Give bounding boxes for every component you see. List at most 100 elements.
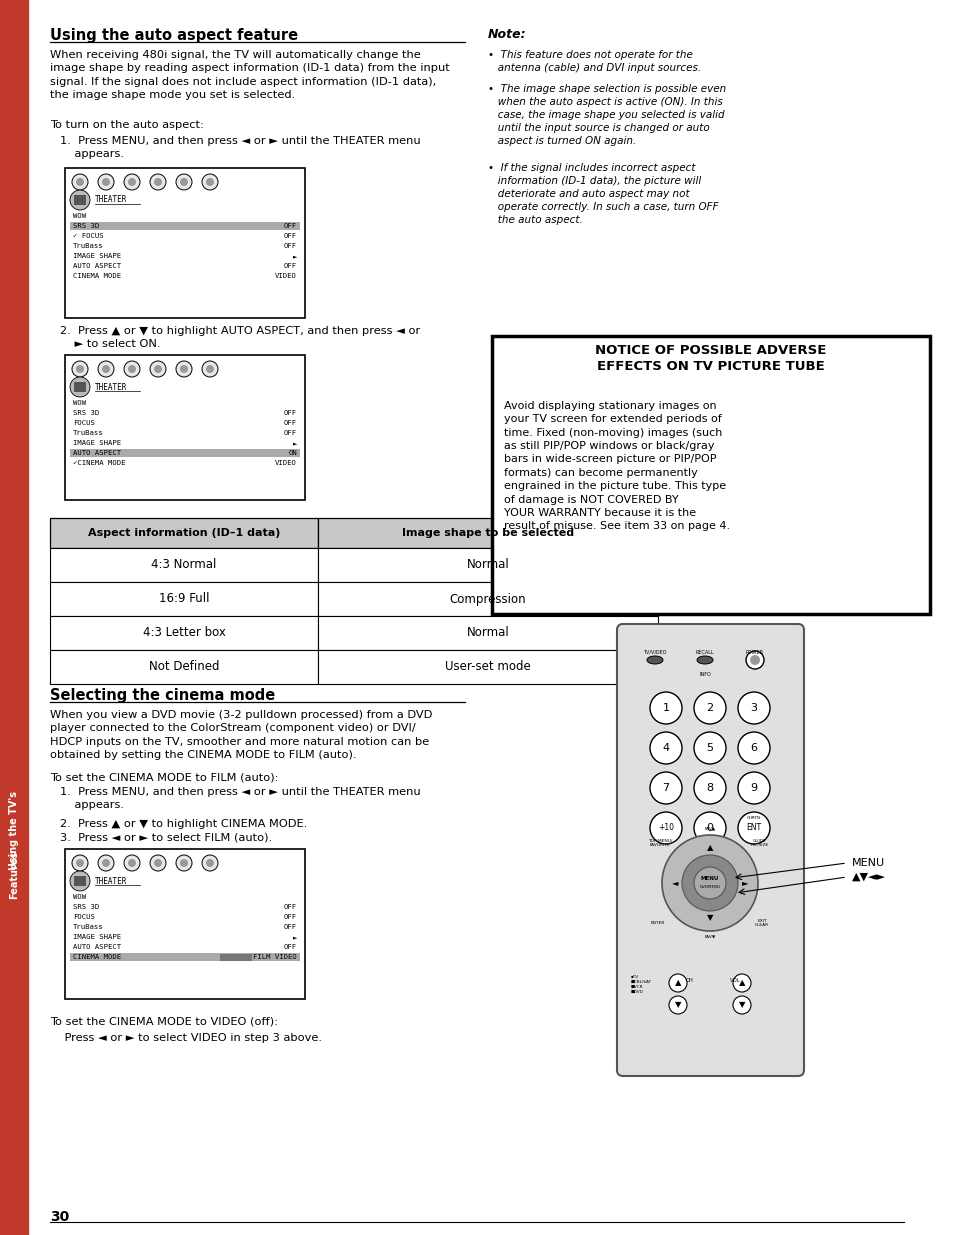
Text: TV/VIDEO: TV/VIDEO [642,650,666,655]
Text: 7: 7 [661,783,669,793]
Circle shape [180,178,188,186]
Text: FAV▲: FAV▲ [703,827,715,831]
Text: VIDEO: VIDEO [274,459,296,466]
Text: ▼: ▼ [706,914,713,923]
Text: TOP MENU/
FAVORITE: TOP MENU/ FAVORITE [647,839,672,847]
Circle shape [206,178,213,186]
Text: OFF: OFF [284,944,296,950]
Circle shape [202,361,218,377]
Circle shape [738,772,769,804]
Circle shape [153,178,162,186]
Circle shape [668,995,686,1014]
Text: OFF: OFF [284,430,296,436]
Circle shape [71,174,88,190]
Text: OFF: OFF [284,410,296,416]
Bar [50,650,317,684]
Text: Not Defined: Not Defined [149,661,219,673]
Text: Using the TV's: Using the TV's [9,790,19,869]
Text: VIDEO: VIDEO [274,273,296,279]
Text: Compression: Compression [449,593,526,605]
Text: POWER: POWER [745,650,763,655]
Text: CHRTN: CHRTN [746,816,760,820]
Circle shape [175,855,192,871]
Circle shape [128,366,136,373]
Text: Image shape to be selected: Image shape to be selected [401,529,574,538]
Circle shape [206,366,213,373]
Text: AUTO ASPECT: AUTO ASPECT [73,263,121,269]
Circle shape [738,811,769,844]
Text: Normal: Normal [466,626,509,640]
Circle shape [180,860,188,867]
Text: ✓ FOCUS: ✓ FOCUS [73,233,104,240]
Text: When receiving 480i signal, the TV will automatically change the
image shape by : When receiving 480i signal, the TV will … [50,49,449,100]
Text: AUTO ASPECT: AUTO ASPECT [73,450,121,456]
Circle shape [649,732,681,764]
Circle shape [693,772,725,804]
Text: FAV▼: FAV▼ [703,935,715,939]
Circle shape [693,732,725,764]
Text: 6: 6 [750,743,757,753]
Bar [50,517,317,548]
Text: ▲: ▲ [706,844,713,852]
Text: •  This feature does not operate for the
   antenna (cable) and DVI input source: • This feature does not operate for the … [488,49,700,73]
Ellipse shape [646,656,662,664]
Circle shape [102,860,110,867]
Text: 1: 1 [661,703,669,713]
Text: 3.  Press ◄ or ► to select FILM (auto).: 3. Press ◄ or ► to select FILM (auto). [60,832,272,844]
Text: ►: ► [293,253,296,259]
Text: 9: 9 [750,783,757,793]
Circle shape [124,174,140,190]
Circle shape [732,974,750,992]
Text: 4:3 Normal: 4:3 Normal [152,558,216,572]
Circle shape [102,178,110,186]
Text: GUIDE
PIC-SIZE: GUIDE PIC-SIZE [750,839,768,847]
Circle shape [661,835,758,931]
Circle shape [206,860,213,867]
Text: FOCUS: FOCUS [73,420,94,426]
Circle shape [70,871,90,890]
Text: ►: ► [741,878,747,888]
Bar [220,953,252,961]
Bar [74,382,86,391]
Text: ▼: ▼ [738,1000,744,1009]
Text: 30: 30 [50,1210,70,1224]
Circle shape [175,361,192,377]
Text: OFF: OFF [284,224,296,228]
Bar [65,168,305,317]
Bar [317,616,658,650]
Text: ▲: ▲ [738,978,744,988]
Text: TruBass: TruBass [73,243,104,249]
Text: 16:9 Full: 16:9 Full [158,593,209,605]
Bar [65,354,305,500]
Text: •  If the signal includes incorrect aspect
   information (ID-1 data), the pictu: • If the signal includes incorrect aspec… [488,163,718,225]
Text: MENU: MENU [700,877,719,882]
Text: To turn on the auto aspect:: To turn on the auto aspect: [50,120,204,130]
Circle shape [649,692,681,724]
Bar [492,336,929,614]
Text: OFF: OFF [284,263,296,269]
Circle shape [76,860,84,867]
Circle shape [180,366,188,373]
Text: TruBass: TruBass [73,924,104,930]
Text: OFF: OFF [284,924,296,930]
Text: INFO: INFO [699,672,710,677]
Text: 2: 2 [706,703,713,713]
Circle shape [98,361,113,377]
Text: RECALL: RECALL [695,650,714,655]
Text: 1.  Press MENU, and then press ◄ or ► until the THEATER menu
    appears.: 1. Press MENU, and then press ◄ or ► unt… [60,136,420,159]
Text: CINEMA MODE: CINEMA MODE [73,273,121,279]
Bar [74,876,86,885]
Circle shape [70,190,90,210]
Text: SRS 3D: SRS 3D [73,224,99,228]
Circle shape [732,995,750,1014]
Circle shape [202,855,218,871]
Text: 2.  Press ▲ or ▼ to highlight CINEMA MODE.: 2. Press ▲ or ▼ to highlight CINEMA MODE… [60,819,307,829]
Circle shape [745,651,763,669]
Circle shape [153,860,162,867]
Circle shape [202,174,218,190]
Text: FOCUS: FOCUS [73,914,94,920]
Text: MENU: MENU [851,858,884,868]
Bar [317,548,658,582]
Bar [74,195,86,205]
Circle shape [150,361,166,377]
